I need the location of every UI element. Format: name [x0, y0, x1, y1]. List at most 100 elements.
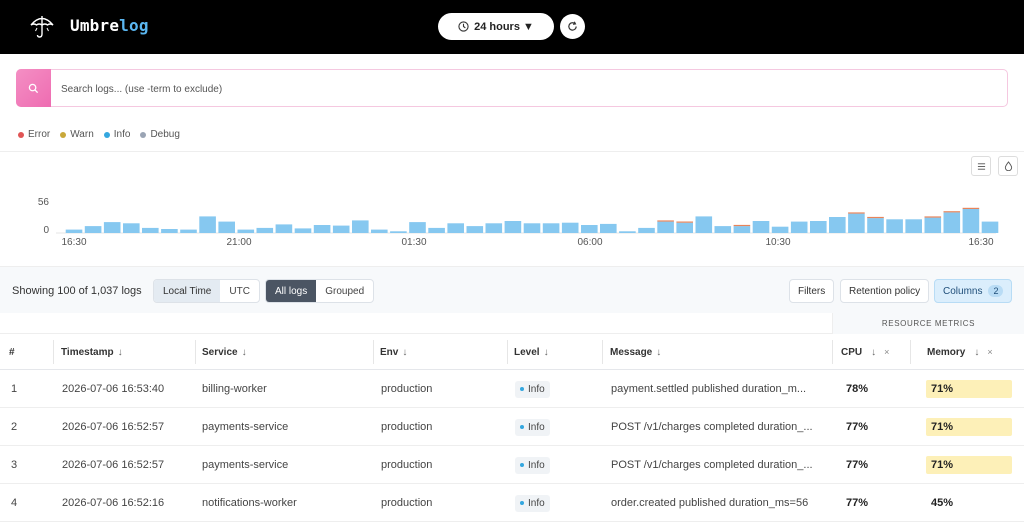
table-row[interactable]: 1 2026-07-06 16:53:40 billing-worker pro…	[0, 370, 1024, 408]
chart-bar[interactable]	[924, 217, 942, 233]
chart-bar[interactable]	[332, 225, 350, 233]
chart-bar[interactable]	[561, 222, 579, 233]
chart-bar[interactable]	[447, 223, 464, 233]
columns-button[interactable]: Columns 2	[934, 279, 1013, 303]
chart-bar[interactable]	[771, 226, 789, 233]
utc-option[interactable]: UTC	[229, 285, 250, 297]
chart-bar[interactable]	[542, 223, 560, 233]
table-row[interactable]: 2 2026-07-06 16:52:57 payments-service p…	[0, 408, 1024, 446]
chart-bar[interactable]	[943, 212, 961, 233]
chart-bar[interactable]	[142, 227, 159, 233]
refresh-button[interactable]	[560, 14, 585, 39]
column-divider[interactable]	[832, 340, 833, 364]
chart-bar[interactable]	[466, 226, 484, 233]
log-volume-chart: 56 0 16:30 21:00 01:30 06:00 10:30 16:30	[38, 197, 999, 248]
column-divider[interactable]	[195, 340, 196, 364]
chart-bar[interactable]	[962, 209, 980, 233]
row-level: Info	[515, 446, 550, 484]
search-input[interactable]	[61, 79, 961, 99]
chart-bar[interactable]	[810, 221, 827, 233]
chart-bar[interactable]	[790, 221, 808, 233]
chart-bar[interactable]	[390, 231, 407, 233]
divider	[0, 151, 1024, 152]
chart-bar[interactable]	[199, 216, 216, 233]
chart-bar[interactable]	[676, 222, 693, 233]
chart-bar[interactable]	[523, 223, 541, 233]
legend-debug[interactable]: Debug	[140, 129, 180, 140]
chart-bar[interactable]	[294, 228, 312, 233]
column-divider[interactable]	[53, 340, 54, 364]
columns-count-badge: 2	[988, 285, 1004, 297]
table-row[interactable]: 3 2026-07-06 16:52:57 payments-service p…	[0, 446, 1024, 484]
chart-bar[interactable]	[600, 223, 617, 233]
legend-error[interactable]: Error	[18, 129, 50, 140]
chart-bar[interactable]	[829, 217, 846, 233]
chart-bar[interactable]	[218, 221, 235, 233]
chart-theme-button[interactable]	[998, 156, 1018, 176]
row-message: POST /v1/charges completed duration_...	[611, 459, 813, 471]
chart-menu-button[interactable]	[971, 156, 991, 176]
header-env[interactable]: Env ↓	[380, 346, 408, 358]
table-row[interactable]: 4 2026-07-06 16:52:16 notifications-work…	[0, 484, 1024, 522]
header-level[interactable]: Level ↓	[514, 346, 549, 358]
header-memory[interactable]: Memory ↓ ×	[927, 346, 993, 358]
chart-bar[interactable]	[886, 219, 903, 233]
time-range-dropdown[interactable]: 24 hours ▼	[438, 13, 554, 40]
chart-bar[interactable]	[84, 226, 102, 233]
column-divider[interactable]	[373, 340, 374, 364]
chart-bar[interactable]	[161, 229, 178, 233]
header-message[interactable]: Message ↓	[610, 346, 662, 358]
column-divider[interactable]	[602, 340, 603, 364]
chart-bar[interactable]	[485, 223, 503, 233]
filters-button[interactable]: Filters	[789, 279, 835, 303]
column-group-row: RESOURCE METRICS	[0, 313, 1024, 334]
chart-bar[interactable]	[581, 225, 598, 233]
chart-bar[interactable]	[123, 223, 140, 233]
chart-bar[interactable]	[352, 220, 369, 233]
search-icon[interactable]	[16, 69, 51, 107]
chart-bar[interactable]	[256, 227, 274, 233]
row-service: payments-service	[202, 421, 289, 433]
chart-bar[interactable]	[981, 221, 999, 233]
chart-bar[interactable]	[638, 227, 655, 233]
sort-arrow-icon: ↓	[543, 346, 549, 358]
chart-bar[interactable]	[428, 227, 445, 233]
all-logs-option[interactable]: All logs	[266, 280, 317, 302]
chart-bar[interactable]	[237, 229, 255, 233]
chart-bar[interactable]	[103, 222, 121, 233]
header-number: #	[9, 346, 15, 358]
chart-bar[interactable]	[180, 229, 197, 233]
header-cpu[interactable]: CPU ↓ ×	[841, 346, 890, 358]
legend-warn[interactable]: Warn	[60, 129, 94, 140]
chart-bar[interactable]	[733, 226, 751, 233]
x-tick-label: 10:30	[765, 237, 790, 248]
grouped-option[interactable]: Grouped	[325, 285, 365, 297]
chart-bar[interactable]	[275, 224, 293, 233]
chart-bar-error-segment	[657, 220, 674, 222]
chart-bar[interactable]	[504, 221, 522, 233]
chart-bar-error-segment	[676, 221, 693, 223]
chart-bar[interactable]	[867, 218, 884, 233]
chart-bar[interactable]	[371, 229, 388, 233]
chart-bar-error-segment	[848, 212, 865, 214]
chart-bar[interactable]	[619, 231, 636, 233]
column-divider[interactable]	[507, 340, 508, 364]
column-divider[interactable]	[910, 340, 911, 364]
retention-policy-button[interactable]: Retention policy	[840, 279, 930, 303]
remove-column-icon[interactable]: ×	[884, 347, 890, 357]
chart-bar[interactable]	[848, 213, 865, 233]
chart-bar[interactable]	[313, 225, 331, 233]
chart-bar[interactable]	[695, 216, 713, 233]
chart-bar[interactable]	[714, 226, 732, 233]
legend-info[interactable]: Info	[103, 129, 130, 140]
header-timestamp[interactable]: Timestamp ↓	[61, 346, 123, 358]
chart-bar[interactable]	[905, 219, 922, 233]
chart-bar[interactable]	[657, 221, 674, 233]
row-env: production	[381, 497, 433, 509]
chart-bar[interactable]	[409, 222, 426, 233]
local-time-option[interactable]: Local Time	[154, 280, 221, 302]
header-service[interactable]: Service ↓	[202, 346, 247, 358]
remove-column-icon[interactable]: ×	[987, 347, 993, 357]
chart-bar[interactable]	[65, 229, 83, 233]
chart-bar[interactable]	[752, 221, 770, 233]
